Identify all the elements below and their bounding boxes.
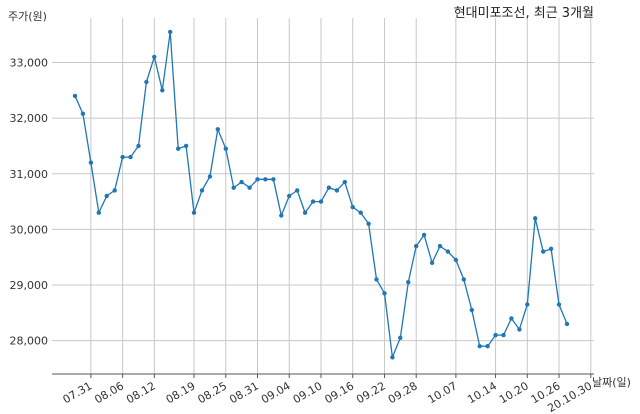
y-tick-label: 32,000: [10, 112, 49, 125]
data-point: [421, 232, 427, 238]
x-tick-label: 09.10: [291, 379, 325, 406]
data-point: [533, 216, 538, 221]
x-tick-label: 07.31: [61, 379, 95, 406]
x-tick-label: 09.04: [259, 379, 293, 406]
x-tick-label: 08.31: [227, 379, 261, 406]
data-point: [517, 327, 522, 332]
data-point: [501, 332, 506, 338]
data-point: [176, 146, 181, 151]
data-point: [398, 335, 403, 340]
data-point: [310, 199, 316, 204]
x-tick-label: 10.20: [497, 379, 531, 406]
data-point: [231, 185, 236, 190]
data-point: [271, 177, 276, 182]
data-point: [295, 188, 300, 193]
x-tick-label: 08.06: [92, 379, 126, 406]
data-point: [485, 344, 490, 349]
data-point: [199, 188, 205, 193]
data-point: [247, 185, 252, 190]
x-tick-label: 08.19: [164, 379, 198, 406]
data-point: [350, 204, 355, 210]
y-tick-label: 31,000: [10, 168, 49, 181]
data-point: [160, 88, 165, 93]
data-point: [469, 307, 474, 313]
data-point: [152, 54, 157, 60]
data-point: [239, 179, 244, 185]
data-point: [144, 79, 149, 85]
data-point: [374, 277, 379, 282]
data-point: [326, 185, 332, 190]
data-point: [80, 111, 86, 116]
data-point: [366, 221, 371, 226]
x-tick-label: 09.22: [354, 379, 388, 406]
data-point: [477, 344, 482, 349]
data-point: [493, 332, 498, 338]
data-point: [445, 249, 451, 254]
data-point: [207, 174, 213, 179]
data-point: [279, 213, 284, 218]
data-point: [564, 321, 570, 327]
data-point: [88, 160, 94, 165]
data-point: [358, 210, 363, 215]
data-point: [255, 177, 260, 182]
data-point: [263, 177, 268, 182]
data-point: [429, 260, 435, 265]
chart-title: 현대미포조선, 최근 3개월: [454, 6, 594, 21]
data-point: [120, 154, 125, 160]
axes: [52, 373, 594, 378]
x-tick-label: 08.25: [195, 379, 229, 406]
y-tick-label: 33,000: [10, 57, 49, 70]
data-point: [525, 302, 530, 307]
data-point: [168, 29, 173, 35]
x-axis-title: 날짜(일): [592, 375, 631, 389]
tick-labels: 28,000 29,000 30,000 31,000 32,000 33,000 07.3…: [10, 57, 595, 414]
data-point: [548, 246, 554, 251]
data-point: [342, 179, 347, 185]
data-point: [318, 199, 324, 204]
data-point: [334, 188, 340, 193]
data-point: [191, 210, 197, 215]
y-axis-title: 주가(원): [8, 10, 47, 23]
data-point: [215, 127, 220, 132]
data-point: [104, 193, 109, 199]
x-tick-label: 10.14: [465, 379, 499, 406]
data-point: [390, 355, 395, 360]
data-point: [556, 302, 562, 307]
data-point: [183, 143, 189, 149]
data-point: [437, 243, 443, 249]
y-tick-label: 30,000: [10, 223, 49, 236]
data-point: [302, 210, 308, 215]
data-point: [72, 93, 78, 99]
data-point: [96, 210, 102, 215]
data-point: [112, 188, 117, 193]
x-tick-label: 09.28: [386, 379, 420, 406]
data-point: [128, 154, 133, 160]
data-point: [453, 257, 459, 263]
data-point: [223, 146, 228, 151]
data-point: [509, 316, 514, 321]
x-tick-label: 10.07: [426, 379, 460, 406]
data-point: [287, 193, 292, 199]
data-point: [406, 280, 411, 285]
x-tick-label: 09.16: [322, 379, 356, 406]
data-point: [414, 243, 419, 249]
data-point: [136, 143, 141, 149]
y-tick-label: 29,000: [10, 279, 49, 292]
data-point: [461, 277, 466, 282]
x-tick-label: 08.12: [124, 379, 158, 406]
y-tick-label: 28,000: [10, 335, 49, 348]
data-point: [541, 249, 546, 254]
data-point: [382, 291, 387, 296]
price-points: [72, 29, 570, 360]
